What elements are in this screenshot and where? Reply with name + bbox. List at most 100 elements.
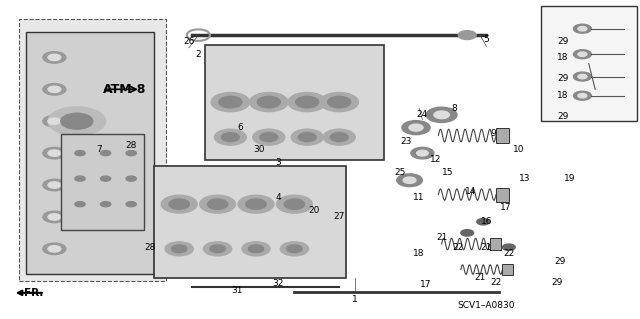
Circle shape [43,211,66,223]
Circle shape [323,129,355,145]
Circle shape [417,150,428,156]
Bar [154,166,346,278]
Bar [26,32,154,274]
Text: 20: 20 [308,206,319,215]
Circle shape [246,199,266,209]
Circle shape [287,245,302,253]
Circle shape [284,199,305,209]
Circle shape [210,245,225,253]
Circle shape [48,86,61,93]
Circle shape [250,93,288,112]
Bar [19,19,166,281]
Circle shape [48,54,61,61]
Text: 12: 12 [429,155,441,164]
Circle shape [253,129,285,145]
Circle shape [242,242,270,256]
Circle shape [48,150,61,156]
Circle shape [100,176,111,181]
Bar [205,45,384,160]
Text: 22: 22 [490,278,502,287]
Text: 25: 25 [394,168,406,177]
Circle shape [48,118,61,124]
Text: 13: 13 [519,174,531,183]
Circle shape [214,129,246,145]
Circle shape [126,176,136,181]
Circle shape [298,133,316,142]
Text: 16: 16 [481,217,492,226]
Circle shape [43,147,66,159]
Text: 18: 18 [557,91,569,100]
Text: 30: 30 [253,145,265,154]
Circle shape [402,121,430,135]
Circle shape [260,133,278,142]
Text: 24: 24 [417,110,428,119]
Circle shape [126,151,136,156]
Circle shape [219,96,242,108]
Circle shape [276,195,312,213]
Circle shape [43,84,66,95]
Text: 27: 27 [333,212,345,221]
Text: 4: 4 [276,193,281,202]
Circle shape [426,107,457,122]
Circle shape [100,202,111,207]
Text: 7: 7 [97,145,102,154]
Circle shape [578,93,587,98]
Text: 28: 28 [125,141,137,150]
Circle shape [48,182,61,188]
Text: 1: 1 [353,295,358,304]
Circle shape [48,246,61,252]
Circle shape [48,214,61,220]
Bar [490,238,501,250]
Circle shape [291,129,323,145]
Text: 2: 2 [196,50,201,59]
Text: 32: 32 [273,279,284,288]
Circle shape [330,133,348,142]
Text: 28: 28 [145,243,156,252]
Circle shape [221,133,239,142]
Circle shape [502,244,515,250]
Circle shape [573,24,591,33]
Circle shape [288,93,326,112]
Circle shape [100,151,111,156]
Circle shape [409,124,423,131]
Circle shape [411,147,434,159]
Text: 19: 19 [564,174,575,183]
Circle shape [320,93,358,112]
Bar [61,134,144,230]
Text: SCV1–A0830: SCV1–A0830 [458,301,515,310]
Text: 17: 17 [500,203,511,212]
Circle shape [578,74,587,79]
Text: 15: 15 [442,168,454,177]
Text: 21: 21 [481,243,492,252]
Text: 21: 21 [436,233,447,242]
Circle shape [434,111,449,119]
Circle shape [458,31,476,40]
Text: 11: 11 [413,193,425,202]
Circle shape [280,242,308,256]
Circle shape [573,91,591,100]
Text: 29: 29 [557,74,569,83]
Circle shape [238,195,274,213]
Text: 26: 26 [183,37,195,46]
Text: 21: 21 [474,273,486,282]
Text: 18: 18 [557,53,569,62]
Circle shape [43,179,66,191]
Circle shape [328,96,351,108]
Circle shape [75,176,85,181]
Circle shape [165,242,193,256]
Text: 23: 23 [401,137,412,146]
Circle shape [578,26,587,31]
Bar [502,264,513,275]
Circle shape [75,151,85,156]
Text: 5: 5 [484,35,489,44]
Circle shape [207,199,228,209]
Circle shape [204,242,232,256]
Text: 29: 29 [557,37,569,46]
Text: 8: 8 [452,104,457,113]
Circle shape [48,107,106,136]
Circle shape [573,50,591,59]
Text: 31: 31 [231,286,243,295]
Circle shape [75,202,85,207]
Text: 3: 3 [276,158,281,167]
Circle shape [172,245,187,253]
